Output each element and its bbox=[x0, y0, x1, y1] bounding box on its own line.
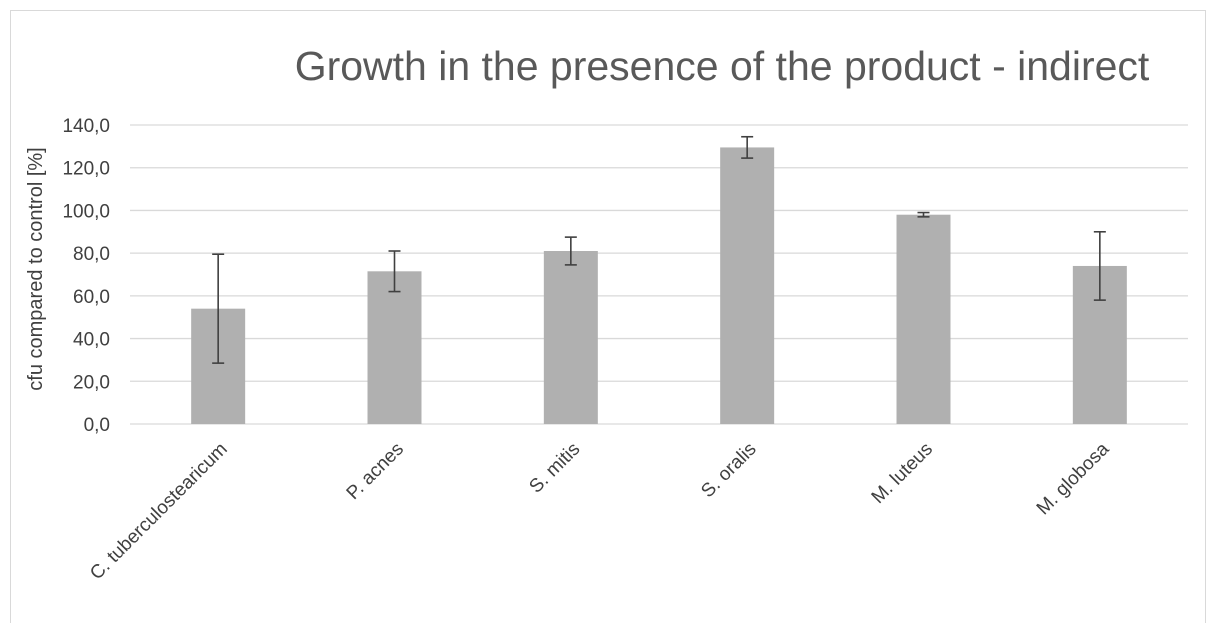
bar bbox=[720, 147, 775, 425]
bar bbox=[367, 271, 422, 424]
error-bar bbox=[388, 250, 401, 293]
bar bbox=[543, 251, 598, 424]
error-bar bbox=[917, 211, 930, 218]
gridlines bbox=[130, 124, 1188, 425]
y-tick-label: 20,0 bbox=[73, 372, 110, 393]
category-labels: C. tuberculostearicum P. acnes S. mitis S. … bbox=[86, 438, 1113, 584]
y-tick-label: 140,0 bbox=[62, 116, 110, 137]
error-bar bbox=[212, 253, 225, 364]
y-axis-label: cfu compared to control [%] bbox=[25, 147, 47, 390]
error-bar bbox=[564, 236, 577, 266]
bars bbox=[191, 147, 1127, 425]
category-label: M. luteus bbox=[868, 439, 937, 508]
category-label: S. oralis bbox=[697, 439, 760, 502]
y-tick-label: 80,0 bbox=[73, 244, 110, 265]
y-tick-label: 100,0 bbox=[62, 201, 110, 222]
category-label: C. tuberculostearicum bbox=[86, 439, 232, 585]
y-tick-label: 120,0 bbox=[62, 159, 110, 180]
y-tick-label: 40,0 bbox=[73, 330, 110, 351]
error-bar bbox=[1093, 230, 1106, 301]
bar bbox=[896, 214, 951, 424]
category-label: P. acnes bbox=[343, 439, 408, 504]
y-axis-ticks: 0,0 20,0 40,0 60,0 80,0 100,0 120,0 140,0 bbox=[62, 116, 110, 436]
error-bars bbox=[212, 135, 1106, 364]
chart-title: Growth in the presence of the product - … bbox=[295, 43, 1150, 89]
error-bar bbox=[741, 135, 754, 159]
category-label: M. globosa bbox=[1033, 438, 1114, 519]
category-label: S. mitis bbox=[525, 439, 584, 498]
y-tick-label: 0,0 bbox=[84, 415, 110, 436]
y-tick-label: 60,0 bbox=[73, 287, 110, 308]
